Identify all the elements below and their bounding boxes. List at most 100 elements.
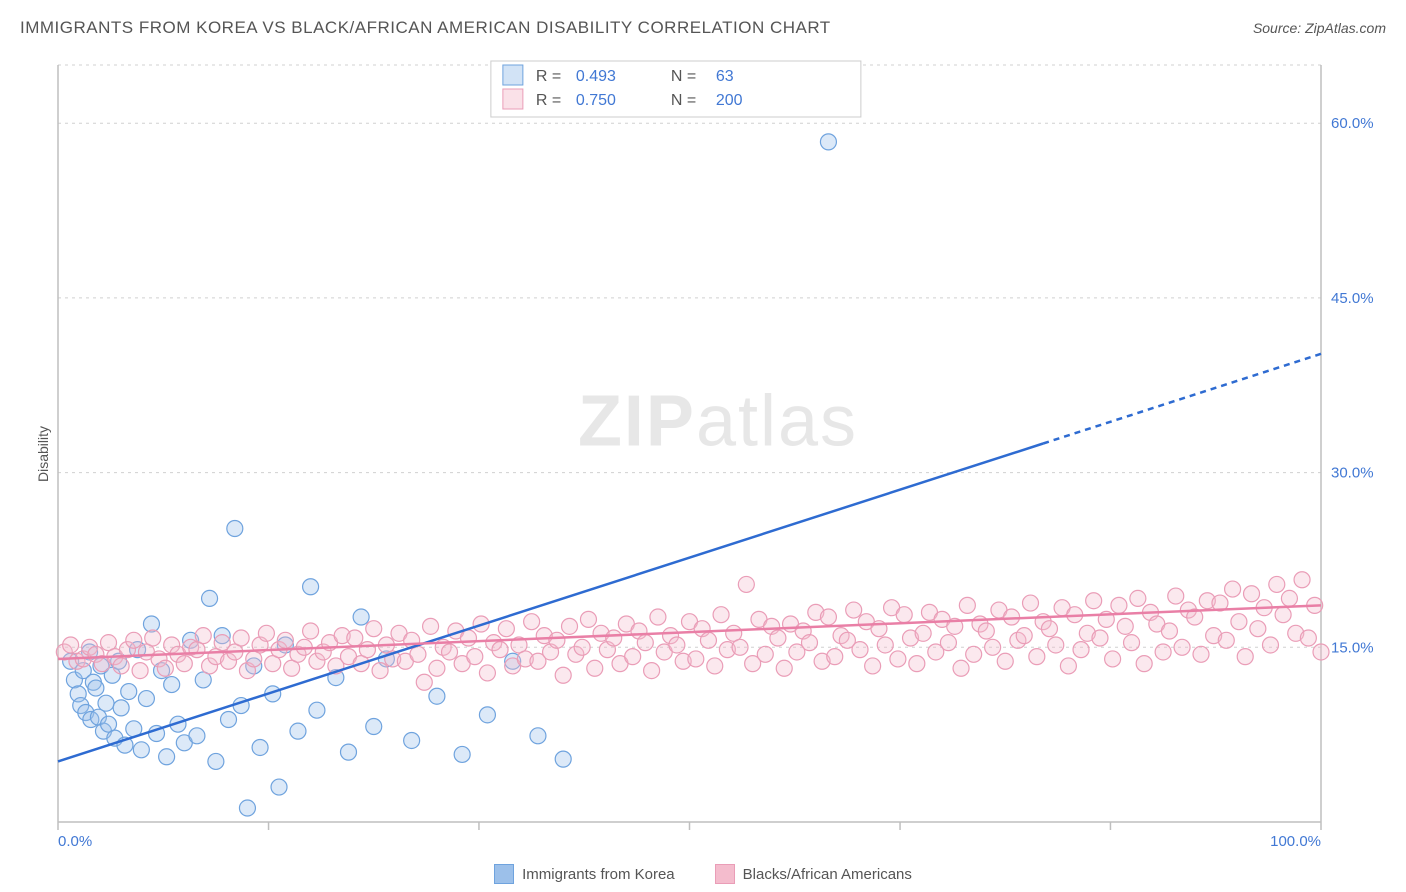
data-point [239,800,255,816]
data-point [1168,588,1184,604]
data-point [940,635,956,651]
data-point [498,621,514,637]
data-point [650,609,666,625]
trend-line-extrapolated [1043,354,1321,444]
data-point [890,651,906,667]
data-point [820,134,836,150]
data-point [189,728,205,744]
data-point [359,642,375,658]
data-point [896,607,912,623]
data-point [669,637,685,653]
data-point [625,649,641,665]
data-point [1016,628,1032,644]
data-point [555,667,571,683]
stats-legend-r-value: 0.750 [576,92,616,109]
data-point [157,660,173,676]
data-point [688,651,704,667]
data-point [997,653,1013,669]
data-point [221,712,237,728]
data-point [820,609,836,625]
data-point [258,625,274,641]
data-point [1300,630,1316,646]
data-point [606,630,622,646]
data-point [776,660,792,676]
data-point [1294,572,1310,588]
data-point [757,646,773,662]
data-point [366,621,382,637]
data-point [423,618,439,634]
data-point [1244,586,1260,602]
legend-item-korea: Immigrants from Korea [494,864,675,884]
data-point [700,632,716,648]
data-point [1117,618,1133,634]
data-point [1193,646,1209,662]
data-point [1060,658,1076,674]
data-point [587,660,603,676]
y-tick-label: 60.0% [1331,115,1374,132]
data-point [1023,595,1039,611]
data-point [1281,590,1297,606]
data-point [1073,642,1089,658]
data-point [1105,651,1121,667]
source-attribution: Source: ZipAtlas.com [1253,20,1386,36]
data-point [195,628,211,644]
data-point [915,625,931,641]
data-point [429,688,445,704]
data-point [227,521,243,537]
data-point [277,632,293,648]
data-point [176,656,192,672]
data-point [138,691,154,707]
data-point [208,753,224,769]
data-point [1048,637,1064,653]
data-point [1111,597,1127,613]
data-point [1237,649,1253,665]
data-point [309,702,325,718]
data-point [770,630,786,646]
data-point [713,607,729,623]
data-point [580,611,596,627]
legend-swatch-korea [494,864,514,884]
data-point [467,649,483,665]
stats-legend-n-value: 200 [716,92,743,109]
data-point [340,744,356,760]
stats-legend-r-label: R = [536,92,561,109]
data-point [1161,623,1177,639]
data-point [202,590,218,606]
data-point [959,597,975,613]
data-point [271,779,287,795]
data-point [801,635,817,651]
data-point [290,723,306,739]
data-point [549,632,565,648]
data-point [865,658,881,674]
stats-legend-swatch [503,65,523,85]
data-point [98,695,114,711]
data-point [524,614,540,630]
data-point [126,632,142,648]
data-point [63,637,79,653]
stats-legend-n-value: 63 [716,68,734,85]
data-point [966,646,982,662]
data-point [1262,637,1278,653]
data-point [347,630,363,646]
data-point [1269,576,1285,592]
legend-swatch-black [715,864,735,884]
stats-legend-n-label: N = [671,92,696,109]
data-point [479,707,495,723]
data-point [233,630,249,646]
data-point [574,639,590,655]
data-point [1275,607,1291,623]
data-point [353,609,369,625]
x-tick-label: 0.0% [58,833,92,850]
data-point [492,642,508,658]
data-point [637,635,653,651]
data-point [121,684,137,700]
data-point [1174,639,1190,655]
data-point [252,739,268,755]
y-tick-label: 30.0% [1331,465,1374,482]
data-point [429,660,445,676]
data-point [827,649,843,665]
data-point [159,749,175,765]
data-point [738,576,754,592]
plot-area: Disability ZIPatlas0.0%100.0%15.0%30.0%4… [50,55,1386,852]
stats-legend-swatch [503,89,523,109]
